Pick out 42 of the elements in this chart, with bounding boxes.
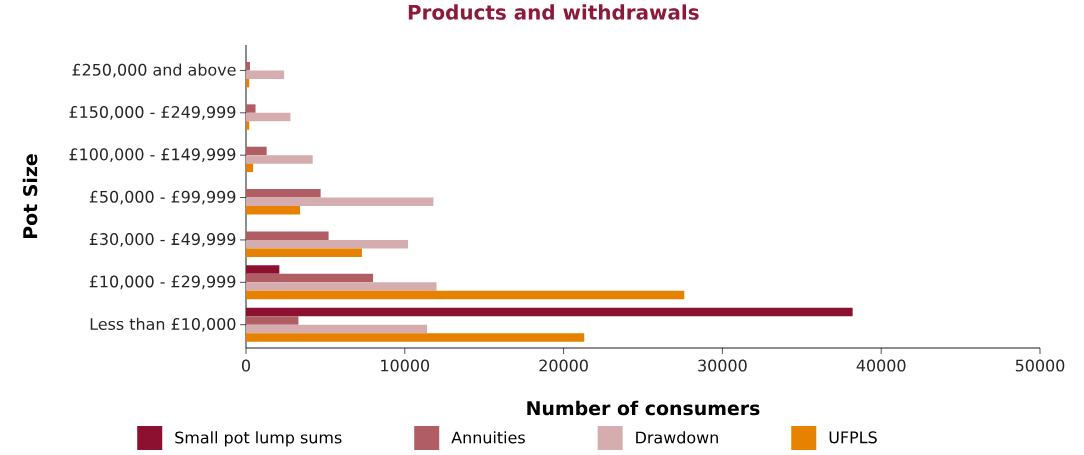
- y-tick-label: Less than £10,000: [90, 317, 236, 332]
- bar: [246, 163, 254, 173]
- y-tick-label: £30,000 - £49,999: [89, 233, 236, 247]
- bar: [246, 121, 250, 130]
- y-axis-title: Pot Size: [22, 154, 38, 239]
- bar: [246, 324, 428, 334]
- x-tick-label: 30000: [698, 359, 747, 372]
- x-tick-label: 40000: [856, 359, 906, 372]
- legend-label: Annuities: [451, 431, 525, 444]
- legend-label: UFPLS: [829, 431, 877, 444]
- bar: [246, 307, 853, 317]
- bar: [246, 248, 362, 257]
- bar: [246, 231, 329, 240]
- x-tick-label: 0: [241, 359, 251, 372]
- bar: [246, 273, 374, 283]
- bar: [246, 316, 299, 325]
- x-tick-label: 50000: [1015, 359, 1065, 372]
- bar: [246, 239, 408, 249]
- bar: [246, 146, 267, 156]
- bar: [246, 197, 434, 207]
- bar: [246, 112, 291, 122]
- bar: [246, 104, 256, 113]
- y-tick-label: £50,000 - £99,999: [89, 190, 236, 205]
- bar: [246, 61, 250, 71]
- y-tick-label: £150,000 - £249,999: [69, 105, 236, 120]
- bar: [246, 155, 313, 164]
- x-axis-title: Number of consumers: [527, 400, 760, 416]
- legend-label: Small pot lump sums: [175, 431, 342, 447]
- chart-title: Products and withdrawals: [408, 4, 699, 20]
- x-tick-label: 10000: [381, 359, 430, 372]
- legend-label: Drawdown: [636, 431, 718, 444]
- bar: [246, 70, 285, 79]
- y-tick-label: £10,000 - £29,999: [89, 275, 236, 290]
- x-tick-label: 20000: [539, 359, 588, 372]
- bar: [246, 333, 585, 342]
- y-tick-label: £100,000 - £149,999: [69, 148, 236, 163]
- y-tick-label: £250,000 and above: [72, 63, 236, 78]
- bar: [246, 265, 280, 274]
- bar: [246, 189, 321, 198]
- bar: [246, 290, 685, 300]
- bar: [246, 206, 300, 215]
- bar: [246, 282, 437, 291]
